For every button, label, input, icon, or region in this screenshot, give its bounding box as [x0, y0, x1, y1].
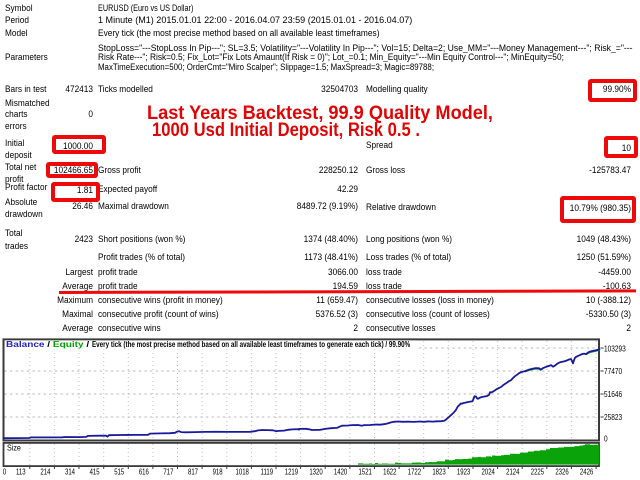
svg-text:2124: 2124 [506, 469, 519, 477]
svg-text:616: 616 [139, 469, 149, 477]
svg-text:415: 415 [90, 469, 100, 477]
svg-text:2326: 2326 [555, 469, 568, 477]
svg-text:1923: 1923 [457, 469, 470, 477]
svg-text:0: 0 [3, 469, 6, 477]
svg-text:214: 214 [40, 469, 50, 477]
svg-text:515: 515 [114, 469, 124, 477]
svg-text:1622: 1622 [383, 469, 396, 477]
svg-text:25823: 25823 [604, 412, 622, 422]
svg-text:51646: 51646 [604, 389, 622, 399]
svg-text:77470: 77470 [604, 366, 622, 376]
svg-text:Balance / Equity /: Balance / Equity / [6, 340, 90, 349]
svg-text:918: 918 [213, 469, 223, 477]
svg-text:113: 113 [16, 469, 26, 477]
svg-text:2024: 2024 [482, 469, 495, 477]
svg-text:2225: 2225 [531, 469, 544, 477]
svg-text:1320: 1320 [309, 469, 322, 477]
svg-text:103293: 103293 [604, 344, 626, 354]
svg-text:1018: 1018 [236, 469, 249, 477]
svg-text:Every tick (the most precise m: Every tick (the most precise method base… [92, 339, 410, 349]
svg-text:1521: 1521 [359, 469, 372, 477]
svg-text:1420: 1420 [334, 469, 347, 477]
svg-text:1219: 1219 [285, 469, 298, 477]
svg-text:1722: 1722 [408, 469, 421, 477]
svg-text:0: 0 [604, 434, 608, 444]
svg-text:1119: 1119 [261, 469, 274, 477]
svg-text:1823: 1823 [432, 469, 445, 477]
svg-text:2426: 2426 [580, 469, 593, 477]
svg-text:Size: Size [7, 443, 21, 453]
svg-text:314: 314 [65, 469, 75, 477]
svg-text:817: 817 [188, 469, 198, 477]
svg-text:717: 717 [163, 469, 173, 477]
